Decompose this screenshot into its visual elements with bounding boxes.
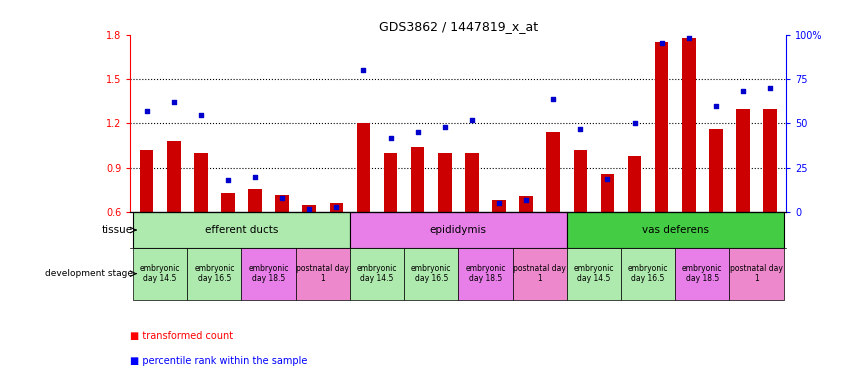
Bar — [675, 248, 729, 300]
Bar — [133, 248, 188, 300]
Bar — [221, 193, 235, 212]
Text: embryonic
day 14.5: embryonic day 14.5 — [574, 264, 614, 283]
Point — [221, 177, 235, 184]
Point — [411, 129, 425, 136]
Bar — [709, 129, 722, 212]
Point — [465, 117, 479, 123]
Bar — [383, 153, 397, 212]
Bar — [520, 196, 533, 212]
Point — [574, 126, 587, 132]
Bar — [736, 109, 749, 212]
Point — [383, 134, 397, 141]
Bar — [627, 156, 642, 212]
Bar — [655, 42, 669, 212]
Bar — [194, 153, 208, 212]
Bar — [621, 248, 675, 300]
Point — [709, 103, 722, 109]
Point — [600, 175, 614, 182]
Title: GDS3862 / 1447819_x_at: GDS3862 / 1447819_x_at — [378, 20, 538, 33]
Bar — [729, 248, 784, 300]
Point — [547, 96, 560, 102]
Bar — [567, 212, 784, 248]
Point — [438, 124, 452, 130]
Point — [628, 120, 642, 126]
Point — [140, 108, 153, 114]
Point — [682, 35, 696, 41]
Text: postnatal day
1: postnatal day 1 — [513, 264, 566, 283]
Bar — [357, 123, 370, 212]
Bar — [275, 195, 289, 212]
Point — [764, 85, 777, 91]
Bar — [600, 174, 614, 212]
Text: ■ transformed count: ■ transformed count — [130, 331, 234, 341]
Text: embryonic
day 18.5: embryonic day 18.5 — [248, 264, 288, 283]
Bar — [303, 205, 316, 212]
Bar — [241, 248, 296, 300]
Bar — [133, 212, 350, 248]
Bar — [350, 212, 567, 248]
Point — [275, 195, 288, 201]
Bar — [764, 109, 777, 212]
Text: embryonic
day 18.5: embryonic day 18.5 — [682, 264, 722, 283]
Text: tissue: tissue — [102, 225, 133, 235]
Point — [736, 88, 749, 94]
Text: embryonic
day 18.5: embryonic day 18.5 — [465, 264, 505, 283]
Point — [330, 204, 343, 210]
Bar — [350, 248, 405, 300]
Point — [194, 111, 208, 118]
Text: vas deferens: vas deferens — [642, 225, 709, 235]
Bar — [492, 200, 505, 212]
Bar — [405, 248, 458, 300]
Bar — [140, 150, 153, 212]
Bar — [465, 153, 479, 212]
Text: postnatal day
1: postnatal day 1 — [730, 264, 783, 283]
Text: ■ percentile rank within the sample: ■ percentile rank within the sample — [130, 356, 308, 366]
Bar — [248, 189, 262, 212]
Point — [655, 40, 669, 46]
Text: embryonic
day 16.5: embryonic day 16.5 — [411, 264, 452, 283]
Bar — [458, 248, 512, 300]
Bar — [574, 150, 587, 212]
Text: development stage: development stage — [45, 269, 133, 278]
Bar — [330, 204, 343, 212]
Point — [520, 197, 533, 203]
Point — [167, 99, 181, 105]
Bar — [188, 248, 241, 300]
Point — [492, 200, 505, 207]
Bar — [547, 132, 560, 212]
Bar — [512, 248, 567, 300]
Text: efferent ducts: efferent ducts — [205, 225, 278, 235]
Text: embryonic
day 14.5: embryonic day 14.5 — [357, 264, 397, 283]
Point — [357, 67, 370, 73]
Text: embryonic
day 16.5: embryonic day 16.5 — [628, 264, 669, 283]
Point — [248, 174, 262, 180]
Text: epididymis: epididymis — [430, 225, 487, 235]
Text: embryonic
day 14.5: embryonic day 14.5 — [140, 264, 181, 283]
Point — [303, 206, 316, 212]
Bar — [296, 248, 350, 300]
Text: postnatal day
1: postnatal day 1 — [296, 264, 349, 283]
Bar — [567, 248, 621, 300]
Bar — [438, 153, 452, 212]
Bar — [167, 141, 181, 212]
Text: embryonic
day 16.5: embryonic day 16.5 — [194, 264, 235, 283]
Bar — [411, 147, 425, 212]
Bar — [682, 38, 696, 212]
